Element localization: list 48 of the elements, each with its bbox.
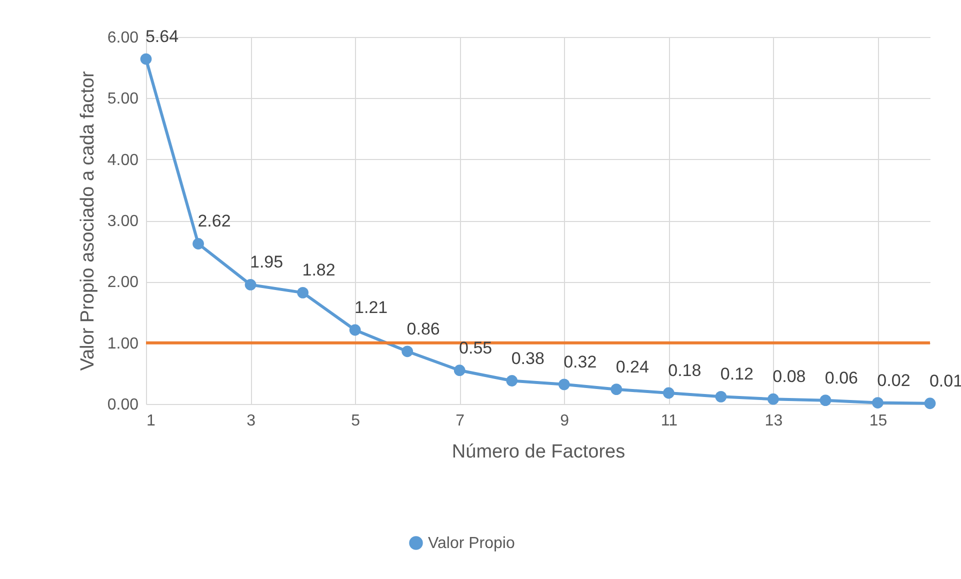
y-tick-label: 4.00	[107, 152, 139, 169]
point	[454, 364, 466, 376]
data-label: 1.82	[302, 260, 336, 280]
y-axis-title: Valor Propio asociado a cada factor	[77, 70, 98, 371]
point	[402, 346, 414, 358]
y-tick-label: 1.00	[107, 335, 139, 352]
data-label: 0.38	[511, 348, 544, 368]
data-label: 0.32	[564, 352, 597, 372]
point	[715, 390, 727, 402]
x-tick-label: 3	[246, 412, 256, 430]
legend-label: Valor Propio	[428, 535, 515, 552]
x-tick-label: 7	[456, 412, 465, 430]
point	[924, 398, 936, 410]
y-tick-label: 6.00	[107, 30, 139, 46]
point	[610, 384, 622, 396]
y-tick-label: 5.00	[107, 90, 139, 108]
x-axis-title: Número de Factores	[452, 442, 626, 462]
data-label: 0.02	[877, 370, 910, 390]
data-label: 0.24	[616, 357, 649, 376]
x-tick-label: 5	[351, 412, 360, 430]
data-label: 0.12	[720, 364, 754, 384]
point	[662, 387, 674, 399]
data-label: 0.18	[668, 360, 702, 380]
data-label: 0.08	[772, 367, 806, 386]
x-tick-label: 1	[146, 412, 156, 430]
point	[192, 238, 204, 250]
x-tick-label: 9	[560, 412, 570, 430]
point	[140, 53, 152, 65]
point	[349, 324, 361, 336]
point	[297, 286, 308, 298]
point	[506, 375, 518, 386]
x-tick-label: 15	[869, 412, 888, 430]
data-label: 0.86	[406, 319, 440, 338]
data-label: 2.62	[198, 212, 231, 231]
point	[244, 279, 256, 290]
x-tick-label: 13	[764, 412, 783, 430]
data-label: 1.95	[250, 252, 284, 272]
y-tick-label: 0.00	[107, 396, 139, 414]
point	[872, 397, 884, 408]
y-tick-label: 2.00	[107, 274, 139, 292]
point	[820, 394, 832, 406]
point	[558, 378, 570, 390]
y-tick-label: 3.00	[107, 213, 139, 230]
x-tick-label: 11	[660, 412, 678, 430]
data-label: 1.21	[354, 298, 388, 317]
data-label: 5.64	[145, 27, 179, 46]
point	[768, 393, 779, 405]
data-label: 0.06	[824, 368, 858, 388]
